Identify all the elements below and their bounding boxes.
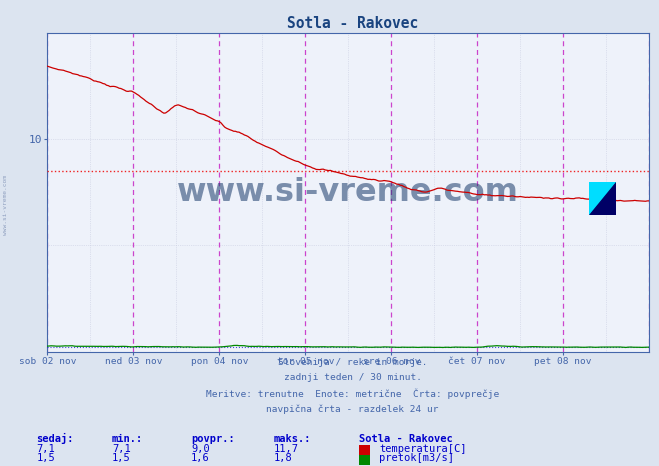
Text: zadnji teden / 30 minut.: zadnji teden / 30 minut. — [283, 373, 422, 382]
Text: 1,6: 1,6 — [191, 453, 210, 463]
Polygon shape — [589, 182, 616, 215]
Text: 11,7: 11,7 — [273, 444, 299, 454]
Text: Meritve: trenutne  Enote: metrične  Črta: povprečje: Meritve: trenutne Enote: metrične Črta: … — [206, 389, 499, 399]
Text: Sotla - Rakovec: Sotla - Rakovec — [359, 434, 453, 444]
Text: www.si-vreme.com: www.si-vreme.com — [177, 177, 519, 208]
Text: 1,5: 1,5 — [112, 453, 130, 463]
Text: Slovenija / reke in morje.: Slovenija / reke in morje. — [278, 358, 427, 367]
Text: temperatura[C]: temperatura[C] — [379, 444, 467, 454]
Text: 1,8: 1,8 — [273, 453, 292, 463]
Text: 9,0: 9,0 — [191, 444, 210, 454]
Text: navpična črta - razdelek 24 ur: navpična črta - razdelek 24 ur — [266, 404, 439, 413]
Text: maks.:: maks.: — [273, 434, 311, 444]
Text: 7,1: 7,1 — [112, 444, 130, 454]
Text: povpr.:: povpr.: — [191, 434, 235, 444]
Text: sedaj:: sedaj: — [36, 433, 74, 444]
Text: 7,1: 7,1 — [36, 444, 55, 454]
Text: www.si-vreme.com: www.si-vreme.com — [3, 175, 9, 235]
Text: 1,5: 1,5 — [36, 453, 55, 463]
Text: min.:: min.: — [112, 434, 143, 444]
Polygon shape — [589, 182, 616, 215]
Text: pretok[m3/s]: pretok[m3/s] — [379, 453, 454, 463]
Text: Sotla - Rakovec: Sotla - Rakovec — [287, 16, 418, 31]
